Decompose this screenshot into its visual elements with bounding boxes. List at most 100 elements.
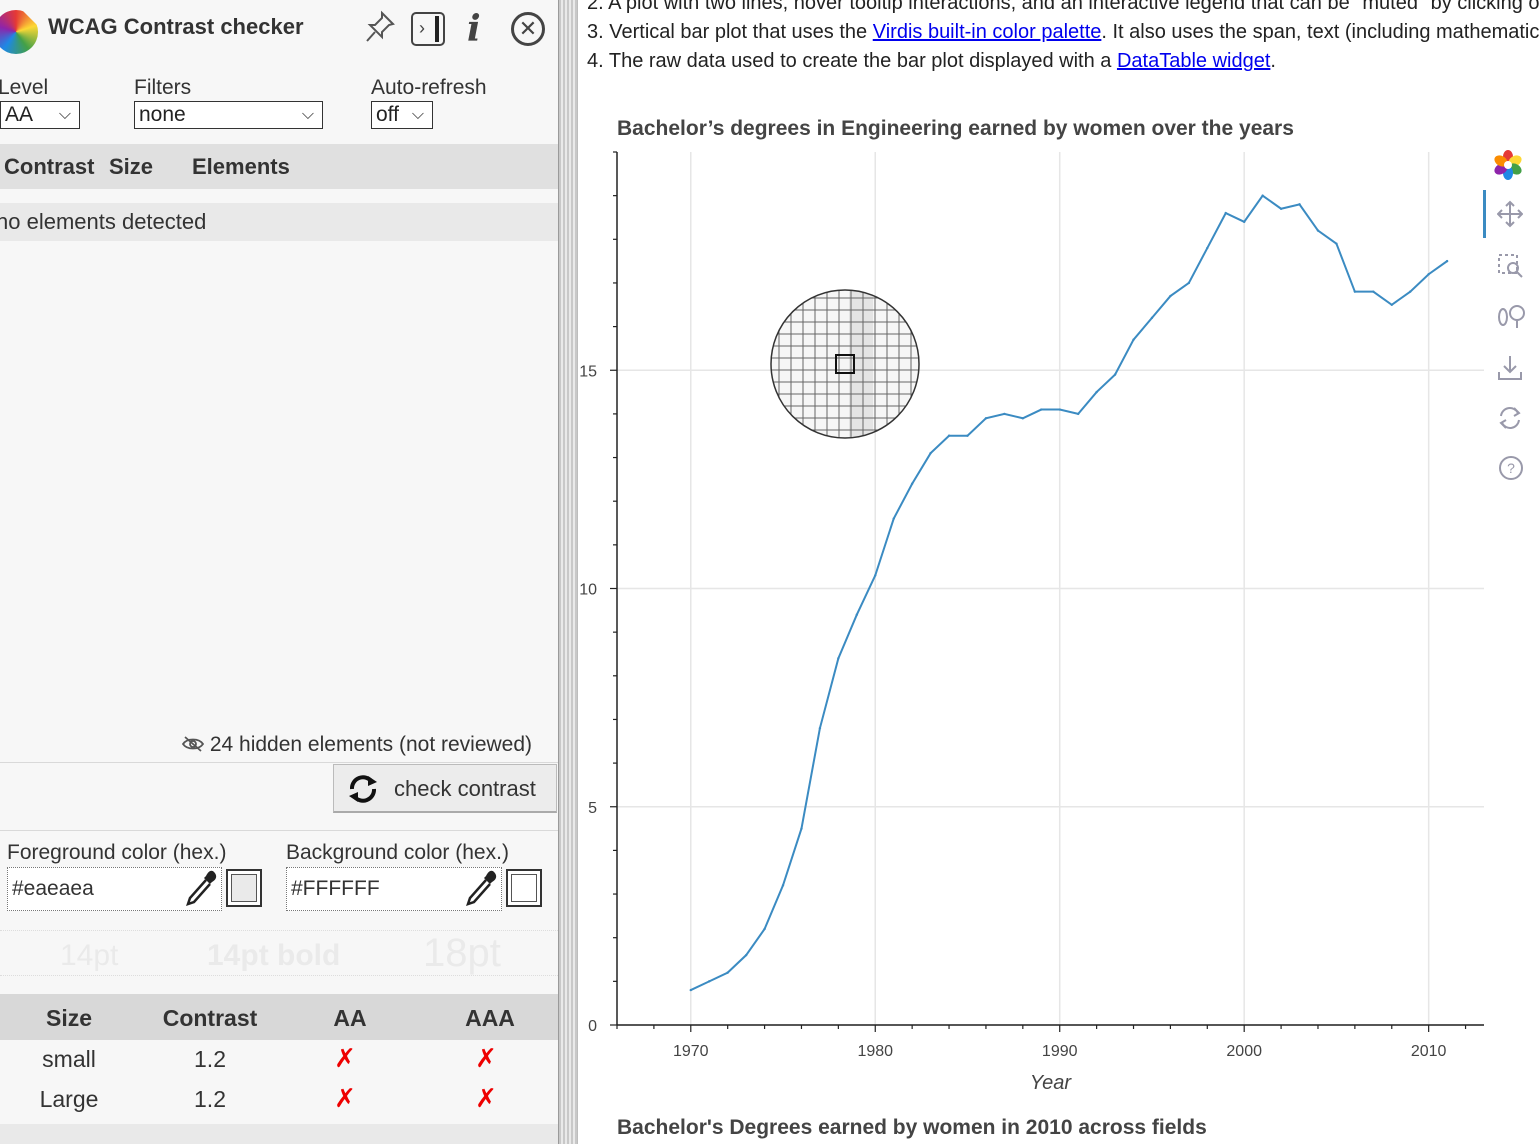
bg-color-input[interactable]: #FFFFFF xyxy=(286,867,502,911)
res-contrast: 1.2 xyxy=(194,1086,226,1112)
x-tick-label: 2010 xyxy=(1411,1043,1447,1060)
help-icon[interactable]: ? xyxy=(1497,454,1525,489)
item3-text: 3. Vertical bar plot that uses the xyxy=(587,21,873,43)
table-row: small 1.2 ✗ ✗ xyxy=(0,1043,558,1080)
list-item: 4. The raw data used to create the bar p… xyxy=(587,50,1276,73)
wcag-panel: WCAG Contrast checker › i ✕ Level AA ⌵ F… xyxy=(0,0,558,1144)
wheel-zoom-icon[interactable] xyxy=(1497,302,1527,337)
datatable-link[interactable]: DataTable widget xyxy=(1116,50,1271,72)
data-point xyxy=(966,434,969,437)
magnifier-loupe-icon xyxy=(770,289,920,439)
fg-eyedropper-icon[interactable] xyxy=(184,868,220,915)
divider xyxy=(0,830,558,831)
data-point xyxy=(1224,211,1227,215)
pin-icon[interactable] xyxy=(364,10,396,51)
item3-text-post: . It also uses the span, text (including… xyxy=(1101,21,1539,43)
reset-icon[interactable] xyxy=(1497,404,1523,439)
data-point xyxy=(726,971,729,974)
data-point xyxy=(1206,246,1209,250)
data-point xyxy=(708,980,711,983)
res-size: Large xyxy=(39,1086,99,1112)
x-tick-label: 1980 xyxy=(857,1043,893,1060)
level-label: Level xyxy=(0,76,49,99)
item4-text: 4. The raw data used to create the bar p… xyxy=(587,50,1117,72)
bg-eyedropper-icon[interactable] xyxy=(464,868,500,915)
x-tick-label: 2000 xyxy=(1226,1043,1262,1060)
col-size[interactable]: Size xyxy=(109,154,154,179)
save-icon[interactable] xyxy=(1497,354,1523,389)
list-item: 2. A plot with two lines, hover tooltip … xyxy=(587,0,1539,14)
data-point xyxy=(1040,408,1043,411)
pan-icon[interactable] xyxy=(1496,200,1524,235)
data-point xyxy=(1113,373,1117,376)
data-point xyxy=(1003,412,1006,416)
info-icon[interactable]: i xyxy=(467,8,481,50)
fail-icon: ✗ xyxy=(334,1043,356,1073)
panel-splitter[interactable] xyxy=(558,0,578,1144)
filters-select[interactable]: none ⌵ xyxy=(134,101,323,129)
preview-14pt-bold: 14pt bold xyxy=(207,939,341,972)
active-tool-indicator xyxy=(1483,190,1486,238)
data-point xyxy=(781,884,785,887)
autorefresh-select[interactable]: off ⌵ xyxy=(371,101,433,129)
chevron-down-icon: ⌵ xyxy=(411,106,424,123)
fail-icon: ✗ xyxy=(475,1043,497,1073)
chart-title: Bachelor’s degrees in Engineering earned… xyxy=(617,117,1294,140)
y-tick-label: 5 xyxy=(588,800,597,817)
bokeh-logo-icon[interactable] xyxy=(1493,150,1523,187)
data-point xyxy=(1169,294,1172,298)
data-point xyxy=(1076,412,1080,416)
x-axis-label: Year xyxy=(1030,1072,1072,1094)
data-point xyxy=(1132,338,1135,341)
virdis-link[interactable]: Virdis built-in color palette xyxy=(872,21,1102,43)
data-point xyxy=(818,726,822,730)
res-col-aa: AA xyxy=(333,1005,367,1031)
data-point xyxy=(1095,390,1098,394)
data-point xyxy=(1372,290,1375,293)
data-point xyxy=(1242,220,1246,224)
fg-color-swatch[interactable] xyxy=(226,869,262,907)
data-point xyxy=(929,451,932,455)
bg-color-swatch[interactable] xyxy=(506,869,542,907)
autorefresh-value: off xyxy=(376,103,399,126)
next-chart-title: Bachelor's Degrees earned by women in 20… xyxy=(617,1116,1207,1139)
level-select[interactable]: AA ⌵ xyxy=(0,101,80,129)
page-content: 2. A plot with two lines, hover tooltip … xyxy=(579,0,1539,1144)
line-chart[interactable]: 0 5 10 15 1970 1980 1990 2000 2010 Year xyxy=(579,140,1539,1140)
close-icon[interactable]: ✕ xyxy=(511,12,545,46)
table-row: Large 1.2 ✗ ✗ xyxy=(0,1083,558,1120)
res-col-size: Size xyxy=(45,1005,93,1031)
data-point xyxy=(1021,417,1025,420)
list-item: 3. Vertical bar plot that uses the Virdi… xyxy=(587,21,1539,44)
fg-color-value: #eaeaea xyxy=(12,877,94,900)
x-tick-label: 1970 xyxy=(673,1043,709,1060)
check-contrast-button[interactable]: check contrast xyxy=(333,764,557,813)
series-line xyxy=(690,194,1448,991)
data-point xyxy=(855,613,859,616)
results-table-header: Size Contrast AA AAA xyxy=(0,994,558,1040)
fg-color-input[interactable]: #eaeaea xyxy=(7,867,222,911)
box-zoom-icon[interactable] xyxy=(1497,252,1523,287)
col-elements[interactable]: Elements xyxy=(192,154,290,179)
elements-table-header: Contrast Size Elements xyxy=(0,144,558,189)
col-contrast[interactable]: Contrast xyxy=(4,154,95,179)
data-point xyxy=(947,434,951,437)
panel-title: WCAG Contrast checker xyxy=(48,14,304,39)
data-point xyxy=(1298,203,1301,206)
preview-18pt: 18pt xyxy=(423,931,501,975)
autorefresh-label: Auto-refresh xyxy=(371,76,487,99)
y-tick-label: 0 xyxy=(588,1018,597,1035)
preview-14pt: 14pt xyxy=(60,939,119,972)
filters-label: Filters xyxy=(134,76,192,99)
collapse-panel-button[interactable]: › xyxy=(411,12,445,46)
res-contrast: 1.2 xyxy=(194,1046,226,1072)
refresh-icon xyxy=(346,773,380,812)
data-point xyxy=(1390,303,1393,306)
bg-color-value: #FFFFFF xyxy=(291,877,380,900)
data-point xyxy=(1261,194,1264,197)
data-point xyxy=(1279,207,1283,210)
data-point xyxy=(1187,281,1191,285)
data-point xyxy=(892,517,895,520)
item4-text-post: . xyxy=(1270,50,1276,72)
eye-slash-icon xyxy=(181,735,205,759)
